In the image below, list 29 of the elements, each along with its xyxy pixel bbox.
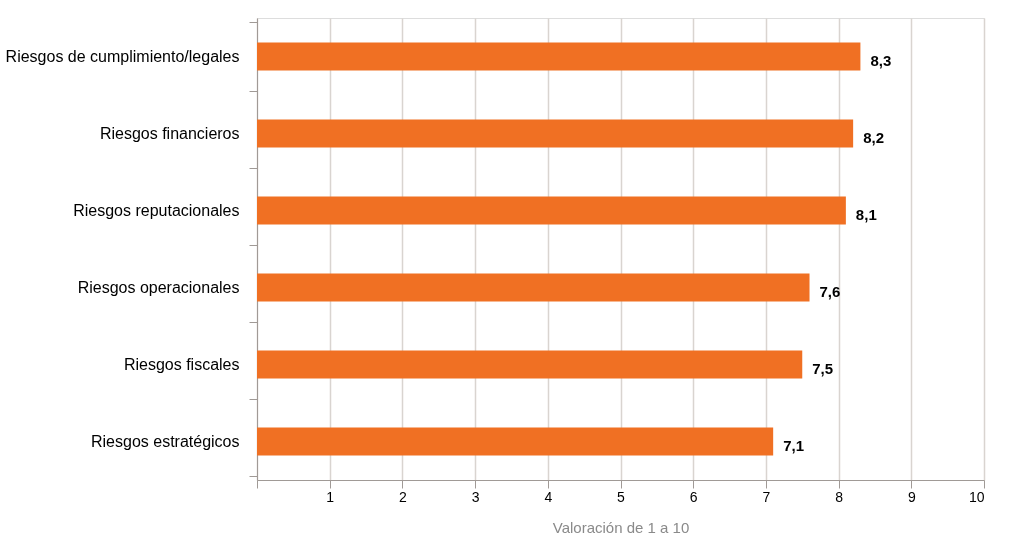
- data-label: 8,1: [855, 205, 877, 223]
- data-label: 8,3: [870, 51, 892, 69]
- bar: [257, 196, 846, 225]
- data-label: 7,1: [783, 436, 805, 454]
- x-tick-label: 5: [617, 488, 626, 505]
- data-label: 8,2: [863, 128, 884, 146]
- x-tick-label: 7: [762, 488, 771, 505]
- x-tick-label: 10: [968, 488, 985, 505]
- x-tick-label: 1: [326, 488, 335, 505]
- bar: [257, 42, 861, 71]
- y-tick-label: Riesgos estratégicos: [90, 433, 240, 450]
- x-tick-label: 9: [907, 488, 916, 505]
- x-tick-label: 4: [544, 488, 553, 505]
- y-tick-label: Riesgos operacionales: [77, 279, 240, 296]
- bar: [257, 427, 774, 456]
- data-label: 7,5: [812, 359, 834, 377]
- bar: [257, 119, 854, 148]
- x-axis-title: Valoración de 1 a 10: [552, 518, 690, 536]
- y-tick-label: Riesgos fiscales: [123, 356, 240, 373]
- y-tick-label: Riesgos reputacionales: [73, 202, 240, 219]
- x-tick-label: 2: [399, 488, 407, 505]
- y-tick-label: Riesgos financieros: [99, 125, 240, 142]
- y-tick-label: Riesgos de cumplimiento/legales: [5, 48, 240, 65]
- x-tick-label: 3: [471, 488, 480, 505]
- bar: [257, 273, 810, 302]
- x-tick-label: 8: [835, 488, 844, 505]
- x-tick-label: 6: [689, 488, 698, 505]
- bar: [257, 350, 803, 379]
- data-label: 7,6: [819, 282, 841, 300]
